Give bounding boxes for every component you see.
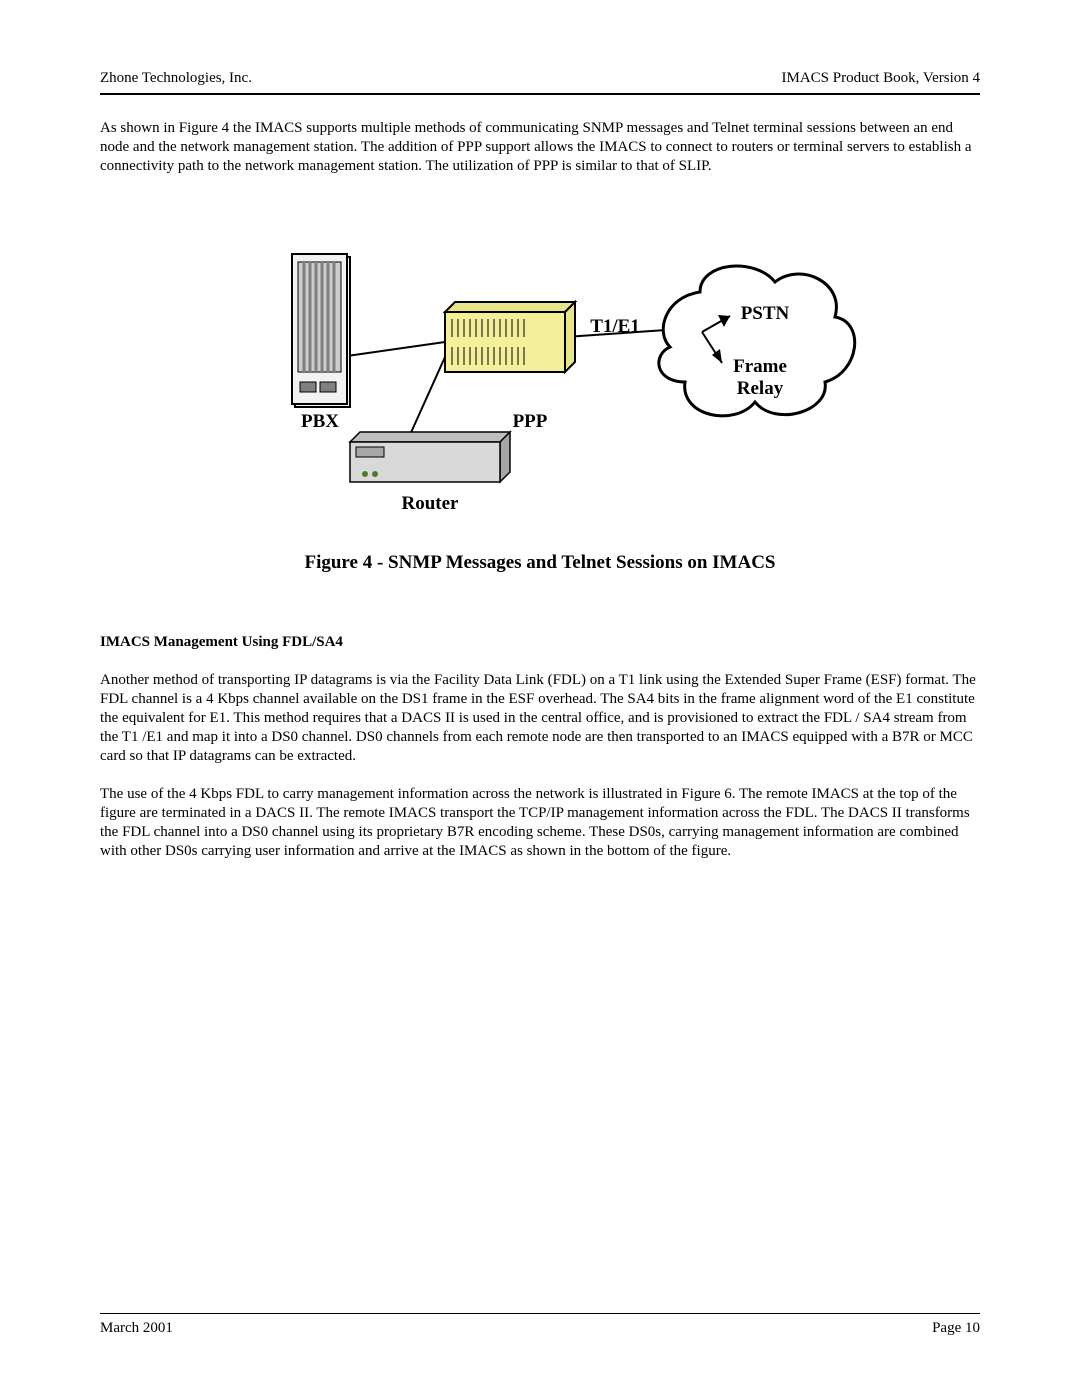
pbx-icon (292, 254, 350, 407)
header-doc-title: IMACS Product Book, Version 4 (782, 70, 981, 87)
page-footer: March 2001 Page 10 (100, 1313, 980, 1337)
footer-rule (100, 1313, 980, 1314)
pbx-label: PBX (301, 411, 339, 432)
header-company: Zhone Technologies, Inc. (100, 70, 252, 87)
pstn-label: PSTN (741, 303, 790, 324)
paragraph-fdl-2: The use of the 4 Kbps FDL to carry manag… (100, 785, 980, 862)
relay-label: Relay (737, 378, 784, 399)
frame-label: Frame (733, 356, 787, 377)
ppp-label: PPP (513, 411, 548, 432)
paragraph-intro: As shown in Figure 4 the IMACS supports … (100, 119, 980, 177)
subheading-fdl: IMACS Management Using FDL/SA4 (100, 634, 980, 651)
figure-4-diagram: PBX (100, 237, 980, 532)
page-header: Zhone Technologies, Inc. IMACS Product B… (100, 70, 980, 87)
document-page: Zhone Technologies, Inc. IMACS Product B… (0, 0, 1080, 1397)
network-diagram-svg: PBX (220, 237, 860, 527)
line-pbx-imacs (340, 342, 445, 357)
t1e1-label: T1/E1 (590, 316, 640, 337)
figure-caption: Figure 4 - SNMP Messages and Telnet Sess… (100, 552, 980, 574)
footer-date: March 2001 (100, 1320, 173, 1337)
footer-page-number: Page 10 (932, 1320, 980, 1337)
paragraph-fdl-1: Another method of transporting IP datagr… (100, 671, 980, 767)
header-rule (100, 93, 980, 95)
imacs-icon (445, 302, 575, 372)
router-icon (350, 432, 510, 482)
router-label: Router (402, 493, 460, 514)
